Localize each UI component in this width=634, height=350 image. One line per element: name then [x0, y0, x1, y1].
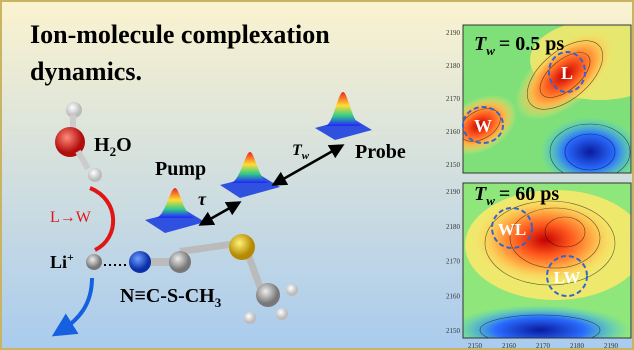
text: + [67, 250, 74, 264]
y-tick-label: 2150 [446, 327, 461, 335]
text: w [302, 150, 310, 162]
ligand-label: N≡C-S-CH3 [120, 285, 222, 310]
x-tick-label: 2150 [468, 342, 483, 350]
x-tick-label: 2170 [536, 342, 551, 350]
peak-label: W [474, 116, 492, 136]
y-tick-label: 2160 [446, 292, 461, 300]
graphical-abstract: Ion-molecule complexation dynamics. H2O … [0, 0, 634, 350]
title-line: Ion-molecule complexation [30, 20, 330, 49]
text: = 60 ps [499, 183, 560, 205]
y-tick-label: 2180 [446, 62, 461, 70]
delay-label: τ [198, 189, 207, 209]
title-line: dynamics. [30, 57, 142, 86]
probe-label: Probe [355, 141, 406, 163]
pump-label: Pump [155, 158, 206, 180]
y-tick-label: 2190 [446, 188, 461, 196]
spectrum-panel [450, 183, 634, 350]
peak-label: L [561, 63, 573, 83]
text: 3 [215, 295, 222, 310]
y-tick-label: 2150 [446, 161, 461, 169]
text: T [474, 183, 487, 205]
x-tick-label: 2180 [570, 342, 585, 350]
y-tick-label: 2160 [446, 128, 461, 136]
text: w [486, 193, 495, 208]
text: N≡C-S-CH [120, 285, 215, 307]
y-tick-label: 2180 [446, 223, 461, 231]
y-tick-label: 2170 [446, 258, 461, 266]
text: T [474, 33, 487, 55]
peak-label: LW [554, 268, 581, 287]
transition-label: L→W [50, 209, 92, 226]
x-tick-label: 2190 [604, 342, 619, 350]
text: Li [50, 252, 67, 272]
y-tick-label: 2190 [446, 29, 461, 37]
x-tick-label: 2160 [502, 342, 517, 350]
text: H [94, 134, 110, 156]
peak-label: WL [498, 220, 526, 239]
text: = 0.5 ps [499, 33, 565, 55]
text: w [486, 43, 495, 58]
y-tick-label: 2170 [446, 95, 461, 103]
text: O [116, 134, 132, 156]
